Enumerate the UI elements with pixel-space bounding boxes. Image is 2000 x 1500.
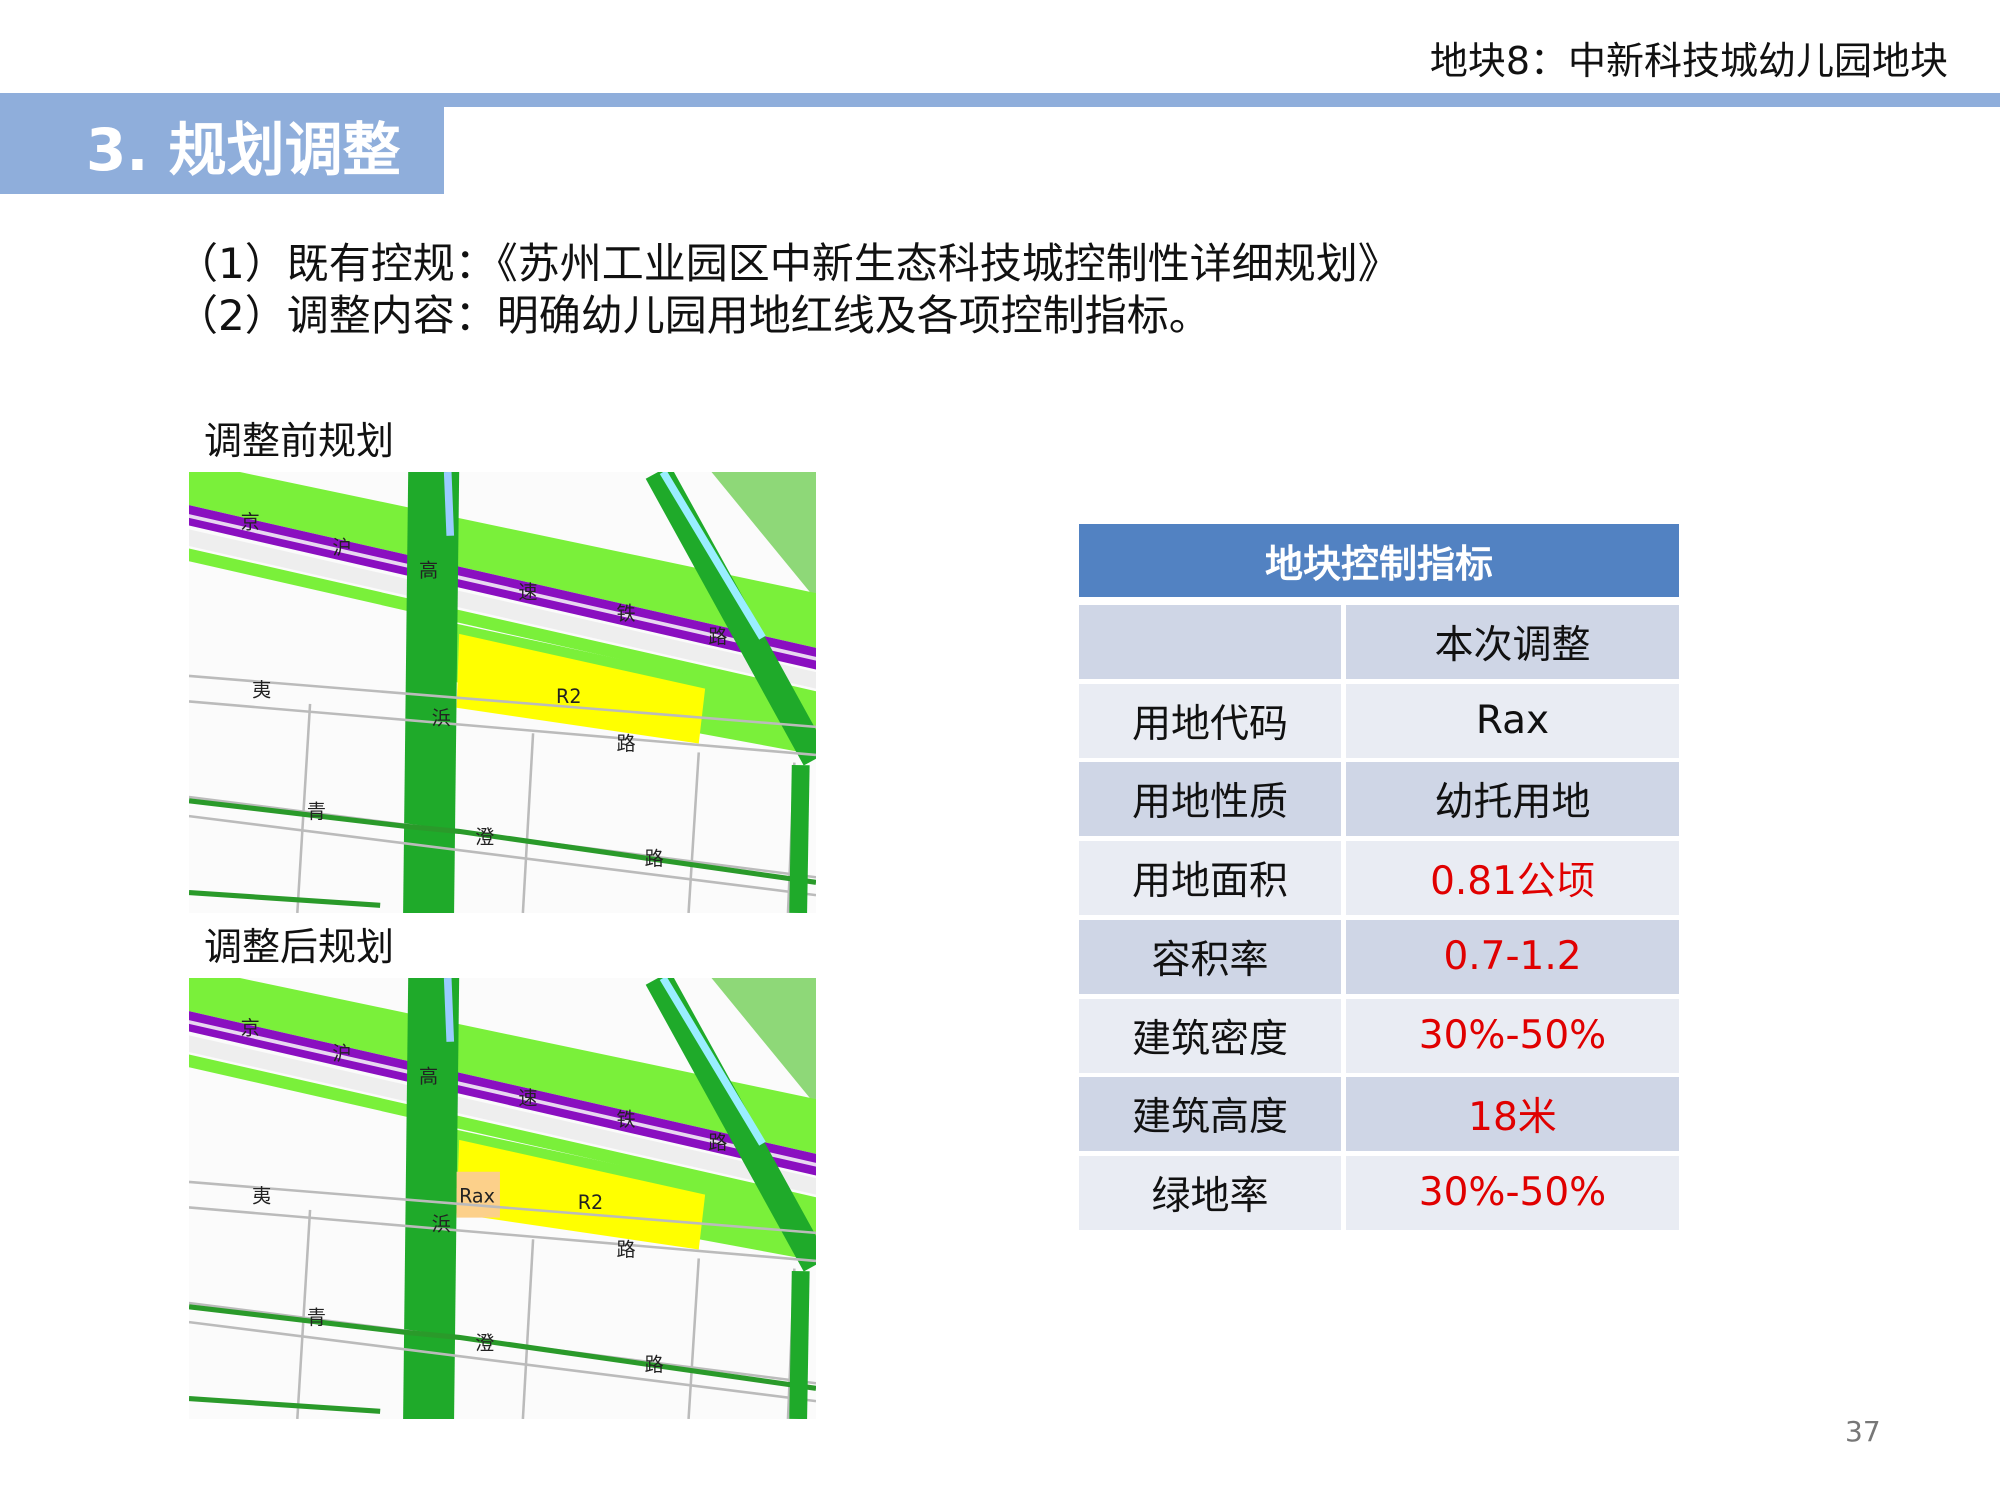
body-line: （2）调整内容：明确幼儿园用地红线及各项控制指标。: [176, 291, 1211, 340]
row-value: 幼托用地: [1346, 762, 1679, 837]
title-bar: [0, 93, 2000, 107]
road-edge: [189, 1320, 816, 1403]
map-label: 高: [419, 1065, 438, 1088]
road-edge: [521, 1239, 535, 1419]
canal: [443, 472, 455, 536]
row-label: 建筑高度: [1079, 1077, 1341, 1152]
green-edge: [189, 890, 381, 908]
column-header: 本次调整: [1346, 605, 1679, 679]
canal: [659, 978, 766, 1146]
map-label: 速: [518, 1087, 537, 1110]
row-label: 绿地率: [1079, 1155, 1341, 1230]
row-value: Rax: [1346, 683, 1679, 758]
green-road: [789, 764, 810, 913]
row-label: 用地面积: [1079, 841, 1341, 916]
map-label: R2: [556, 685, 581, 708]
row-value: 0.81公顷: [1346, 841, 1679, 916]
map-label: 京: [241, 1017, 260, 1040]
table-title: 地块控制指标: [1079, 524, 1679, 597]
green-edge: [189, 1304, 816, 1391]
road: [189, 529, 816, 689]
plot-rax: [456, 1171, 500, 1218]
green-road: [403, 978, 460, 1419]
map-label: 青: [307, 1306, 326, 1329]
page-number: 37: [1845, 1415, 1881, 1448]
rail-strip: [189, 1020, 816, 1167]
map-label: 铁: [617, 602, 636, 625]
green-area: [711, 978, 816, 1106]
green-belt: [189, 978, 816, 1154]
row-value: 18米: [1346, 1077, 1679, 1152]
map-label: 夷: [252, 1185, 271, 1208]
green-road: [403, 472, 460, 913]
map-label: 沪: [332, 1042, 351, 1065]
map-label: 澄: [475, 825, 494, 848]
map-label: 浜: [432, 1213, 451, 1236]
road-edge: [189, 700, 816, 757]
green-belt: [189, 472, 816, 648]
road-edge: [189, 814, 816, 897]
green-road: [645, 472, 816, 766]
row-value: 30%-50%: [1346, 1155, 1679, 1230]
map-caption: 调整后规划: [204, 925, 395, 969]
road-edge: [687, 752, 701, 913]
green-edge: [189, 1396, 381, 1414]
road-edge: [189, 1180, 816, 1235]
map-label: 路: [708, 1131, 727, 1154]
map-label: 高: [419, 559, 438, 582]
canal: [659, 472, 766, 640]
row-label: 用地代码: [1079, 683, 1341, 758]
map-caption: 调整前规划: [204, 419, 395, 463]
road-edge: [189, 674, 816, 729]
row-label: 容积率: [1079, 919, 1341, 994]
road-edge: [521, 733, 535, 913]
plot-r2: [456, 1139, 706, 1250]
map-label: 澄: [475, 1331, 494, 1354]
canal: [443, 978, 455, 1042]
row-value: 30%-50%: [1346, 998, 1679, 1073]
green-belt: [189, 1054, 816, 1210]
row-value: 0.7-1.2: [1346, 919, 1679, 994]
map-label: 路: [617, 732, 636, 755]
rail-strip: [189, 514, 816, 661]
green-edge: [189, 798, 816, 885]
body-line: （1）既有控规：《苏州工业园区中新生态科技城控制性详细规划》: [176, 239, 1400, 288]
plot-r2: [456, 633, 706, 744]
green-area: [711, 472, 816, 600]
map-label: 路: [708, 625, 727, 648]
map-label: 铁: [617, 1108, 636, 1131]
table-cell: [1079, 605, 1341, 679]
road-edge: [296, 1209, 312, 1419]
row-label: 用地性质: [1079, 762, 1341, 837]
road-edge: [189, 1206, 816, 1263]
map-label: Rax: [459, 1185, 495, 1208]
road-edge: [296, 703, 312, 913]
row-label: 建筑密度: [1079, 998, 1341, 1073]
map-label: 路: [617, 1238, 636, 1261]
road: [189, 1035, 816, 1195]
green-belt: [189, 548, 816, 704]
road-edge: [687, 1258, 701, 1419]
section-heading: 3. 规划调整: [0, 107, 444, 194]
map-label: 沪: [332, 536, 351, 559]
map-label: 路: [645, 1353, 664, 1376]
green-road: [789, 1270, 810, 1419]
map-label: 速: [518, 581, 537, 604]
green-road: [645, 978, 816, 1272]
slide-title: 地块8：中新科技城幼儿园地块: [1429, 39, 1948, 83]
map-label: 夷: [252, 679, 271, 702]
map-label: 青: [307, 800, 326, 823]
map-label: R2: [578, 1191, 603, 1214]
map-label: 京: [241, 511, 260, 534]
map-label: 路: [645, 847, 664, 870]
map-label: 浜: [432, 707, 451, 730]
